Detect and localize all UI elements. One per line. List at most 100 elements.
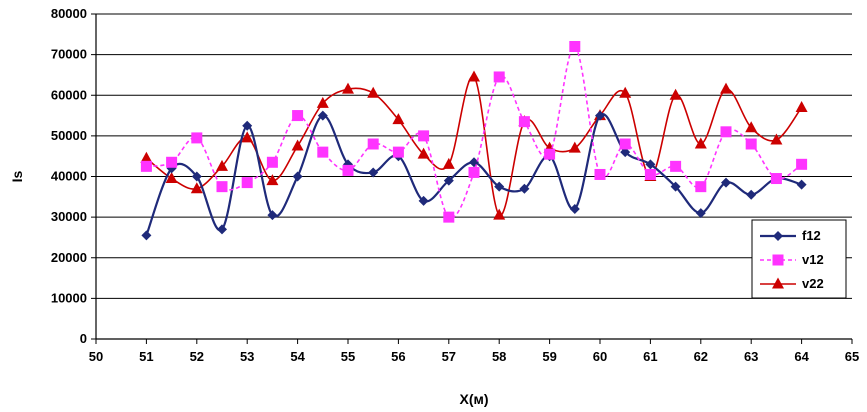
y-tick-label: 10000 xyxy=(51,290,87,305)
data-point-v12 xyxy=(418,130,430,142)
x-axis-label: X(м) xyxy=(459,391,488,407)
x-tick-label: 54 xyxy=(290,349,305,364)
y-axis-label: Is xyxy=(9,170,25,182)
data-point-v12 xyxy=(292,110,304,122)
data-point-v12 xyxy=(796,158,808,170)
data-point-v22 xyxy=(140,151,153,163)
data-point-f12 xyxy=(695,208,706,219)
data-point-v12 xyxy=(317,146,329,158)
data-point-v12 xyxy=(619,138,631,150)
data-point-v22 xyxy=(266,174,279,186)
data-point-f12 xyxy=(217,224,227,235)
data-point-v22 xyxy=(392,113,405,125)
data-point-f12 xyxy=(317,110,328,121)
x-tick-label: 56 xyxy=(391,349,405,364)
data-point-f12 xyxy=(519,183,530,194)
data-point-v22 xyxy=(770,133,783,145)
legend: f12 v12 v22 xyxy=(751,219,847,299)
data-point-v12 xyxy=(493,71,505,83)
data-point-v12 xyxy=(392,146,404,158)
x-tick-label: 60 xyxy=(593,349,607,364)
data-point-f12 xyxy=(796,179,807,190)
legend-box xyxy=(751,219,847,299)
data-point-v22 xyxy=(291,139,304,151)
legend-label: f12 xyxy=(802,228,821,243)
data-point-v22 xyxy=(795,100,808,112)
legend-label: v22 xyxy=(802,276,824,291)
data-point-v22 xyxy=(720,82,732,94)
data-point-v12 xyxy=(241,177,253,189)
data-point-v12 xyxy=(266,156,278,168)
legend-marker xyxy=(772,254,784,266)
y-tick-label: 50000 xyxy=(51,128,87,143)
data-point-f12 xyxy=(670,181,681,192)
data-point-v12 xyxy=(443,211,455,223)
data-point-v12 xyxy=(468,166,480,178)
data-point-v12 xyxy=(166,156,178,168)
data-point-f12 xyxy=(569,204,580,214)
data-point-f12 xyxy=(242,120,253,131)
data-point-v12 xyxy=(191,132,203,144)
y-tick-label: 80000 xyxy=(51,6,87,21)
x-tick-label: 62 xyxy=(694,349,708,364)
y-tick-label: 40000 xyxy=(51,169,87,184)
y-tick-label: 30000 xyxy=(51,209,87,224)
data-point-v22 xyxy=(165,172,178,184)
legend-item-v12: v12 xyxy=(760,252,824,267)
data-point-v22 xyxy=(442,157,455,169)
data-point-v12 xyxy=(644,168,656,180)
data-point-v22 xyxy=(190,182,203,194)
data-point-v12 xyxy=(594,168,606,180)
data-point-v22 xyxy=(669,88,682,100)
data-point-v12 xyxy=(745,138,757,150)
series-f12 xyxy=(141,110,807,241)
legend-item-v22: v22 xyxy=(760,276,824,291)
series-v22 xyxy=(140,70,808,220)
y-tick-labels: 0 10000 20000 30000 40000 50000 60000 70000 8000… xyxy=(51,6,87,346)
series-line-v12 xyxy=(146,45,803,219)
data-point-f12 xyxy=(746,189,757,200)
data-point-v22 xyxy=(417,147,430,159)
data-point-v22 xyxy=(493,208,506,220)
data-point-v12 xyxy=(216,181,228,193)
axes xyxy=(91,13,853,344)
x-tick-label: 64 xyxy=(794,349,809,364)
data-point-v22 xyxy=(241,131,254,143)
x-tick-label: 53 xyxy=(240,349,254,364)
legend-marker xyxy=(773,231,783,241)
x-tick-label: 52 xyxy=(190,349,204,364)
data-point-v12 xyxy=(518,116,530,128)
series-line-v22 xyxy=(145,76,803,216)
data-point-v12 xyxy=(770,173,782,185)
data-point-f12 xyxy=(191,171,202,182)
x-tick-label: 51 xyxy=(139,349,153,364)
data-point-f12 xyxy=(141,230,152,241)
data-point-f12 xyxy=(620,147,631,158)
data-point-v22 xyxy=(342,82,354,94)
data-point-v12 xyxy=(342,164,354,176)
data-point-f12 xyxy=(418,195,429,206)
data-point-v22 xyxy=(316,96,329,108)
x-tick-label: 58 xyxy=(492,349,506,364)
data-point-f12 xyxy=(721,177,731,188)
legend-marker xyxy=(772,277,784,289)
legend-label: v12 xyxy=(802,252,824,267)
data-point-v12 xyxy=(569,41,581,52)
x-tick-label: 65 xyxy=(845,349,859,364)
x-tick-label: 55 xyxy=(341,349,355,364)
data-point-v12 xyxy=(544,148,556,160)
data-point-v22 xyxy=(694,137,707,149)
data-point-v12 xyxy=(140,160,152,172)
x-tick-label: 59 xyxy=(542,349,556,364)
data-point-f12 xyxy=(443,175,454,186)
data-point-v12 xyxy=(670,160,682,172)
x-tick-label: 63 xyxy=(744,349,758,364)
y-tick-label: 70000 xyxy=(51,47,87,62)
data-point-f12 xyxy=(645,159,656,170)
data-point-f12 xyxy=(267,210,278,221)
data-point-v12 xyxy=(720,126,732,138)
data-point-v12 xyxy=(695,181,707,193)
data-point-f12 xyxy=(292,171,303,182)
x-tick-label: 57 xyxy=(442,349,456,364)
